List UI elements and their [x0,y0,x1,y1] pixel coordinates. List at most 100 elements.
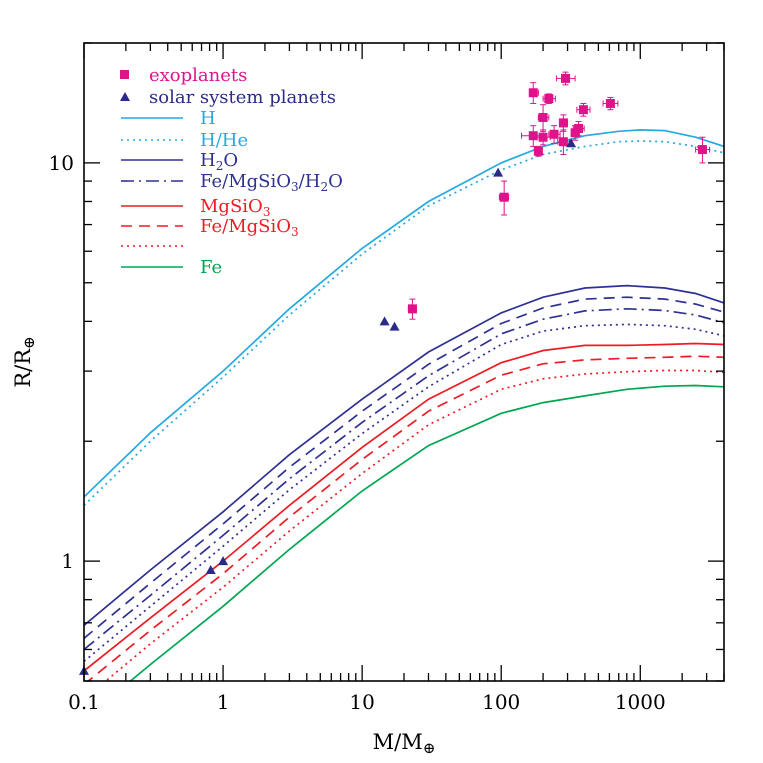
solar-planet-earth [218,556,229,566]
exoplanet-marker [570,128,580,138]
points-layer [79,71,711,675]
curve-h [84,129,724,498]
legend-item-H2O: H2O [121,150,238,173]
legend-label-part: 3 [291,225,299,239]
solar-planet-uranus [379,316,390,326]
x-tick-label: 100 [482,690,520,714]
plot-frame [83,42,725,682]
x-axis-label: M/M⊕ [373,730,436,757]
exoplanet-marker [528,88,538,98]
curve-h2o [84,284,724,626]
legend-item-exoplanets: exoplanets [120,65,247,86]
legend-label: Fe [200,257,222,278]
exoplanet-marker [605,98,615,108]
x-tick-label: 1000 [615,690,666,714]
exoplanet-marker [558,118,568,128]
legend-marker-square [120,70,129,79]
legend-label: Fe/MgSiO3 [200,216,299,239]
exoplanet-marker [578,105,588,115]
exoplanet-marker [544,94,554,104]
exoplanet-marker [533,146,543,156]
legend-label: H [200,108,216,129]
solar-planet-neptune [389,321,400,331]
exoplanet-marker [499,192,509,202]
curve-fe [129,384,724,681]
legend-label-part: H/He [200,130,248,151]
curve-fe-mgsio3 [86,355,724,681]
legend-label-part: Fe/MgSiO [200,171,291,192]
legend-label-part: 2 [216,159,224,173]
legend-label-part: H [200,108,216,129]
exoplanet-point [695,136,711,164]
solar-planet-saturn [493,167,504,177]
exoplanet-marker [538,113,548,123]
legend-label-part: O [328,171,343,192]
curve-h2o-10 [84,323,724,663]
legend-label-part: exoplanets [149,65,247,86]
exoplanet-marker [697,145,707,155]
legend-item-FeMgH2O: Fe/MgSiO3/H2O [121,171,343,194]
curve-h-he [84,140,724,507]
legend-label-part: 3 [263,205,271,219]
curve-fe-mgsio3-h2o [84,307,724,651]
legend-marker-triangle [120,92,130,101]
legend-label-part: H [200,150,216,171]
exoplanet-point [558,114,569,132]
legend-label: H/He [200,130,248,151]
exoplanet-point [576,102,591,117]
exoplanet-marker [549,129,559,139]
legend-label-part: O [223,150,238,171]
legend-label: Fe/MgSiO3/H2O [200,171,343,194]
x-tick-label: 10 [349,690,374,714]
exoplanet-point [536,129,551,146]
legend-label: MgSiO3 [200,196,270,219]
x-axis-label-base: M/M [373,730,423,754]
exoplanet-marker [561,73,571,83]
x-tick-label: 1 [217,690,230,714]
exoplanet-point [602,96,619,111]
exoplanet-point [407,298,417,320]
exoplanet-marker [558,137,568,147]
exoplanet-point [498,180,510,216]
exoplanet-point [537,104,550,132]
exoplanet-marker [407,304,417,314]
exoplanet-marker [538,132,548,142]
legend-label-part: MgSiO [200,196,263,217]
exoplanet-point [542,93,556,104]
solar-planet-jupiter [566,138,577,148]
y-axis-label: R/R⊕ [11,336,38,387]
exoplanet-point [548,125,561,144]
legend-label-part: Fe/MgSiO [200,216,291,237]
curve-h2o-50 [84,296,724,639]
exoplanet-point [570,125,580,141]
solar-planet-venus [205,564,216,574]
exoplanet-point [528,82,539,104]
legend-item-FeMgSiO3: Fe/MgSiO3 [121,216,299,239]
legend-item-Fe: Fe [121,257,222,278]
legend-label: solar system planets [149,87,336,108]
legend-label-part: Fe [200,257,222,278]
x-tick-label: 0.1 [68,690,100,714]
exoplanet-point [556,71,576,86]
legend-label-part: solar system planets [149,87,336,108]
legend-item-solar: solar system planets [120,87,336,108]
y-axis-label-base: R/R [11,348,35,388]
x-axis-label-sub: ⊕ [423,739,436,757]
legend-label-part: 2 [320,180,328,194]
exoplanet-point [557,129,571,155]
legend-label-part: /H [299,171,321,192]
legend-label-part: 3 [291,180,299,194]
axis-labels: M/M⊕R/R⊕ [11,336,435,756]
legend-item-MgSiO3: MgSiO3 [121,196,270,219]
exoplanet-marker [528,131,538,141]
y-tick-label: 1 [61,549,74,573]
y-tick-label: 10 [49,151,74,175]
legend-item-H: H [121,108,216,129]
legend-label: exoplanets [149,65,247,86]
y-axis-label-sub: ⊕ [20,336,38,349]
exoplanet-point [533,145,543,157]
legend-label: H2O [200,150,238,173]
